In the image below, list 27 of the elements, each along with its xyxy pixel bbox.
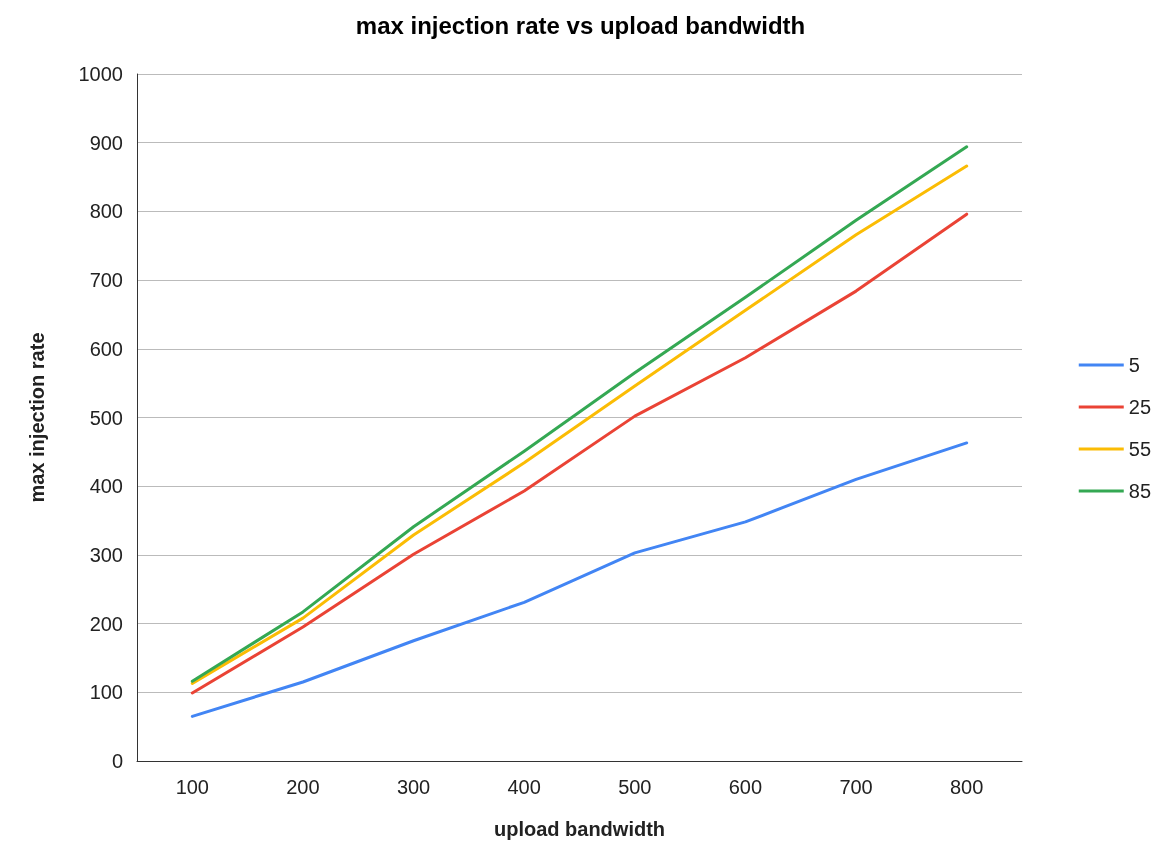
legend-label: 25	[1128, 396, 1151, 418]
y-tick-label: 100	[89, 681, 123, 704]
y-tick-label: 200	[89, 612, 123, 635]
x-axis-title: upload bandwidth	[493, 818, 666, 840]
y-tick-label: 600	[89, 337, 123, 360]
y-tick-label: 700	[89, 269, 123, 292]
y-axis-title: max injection rate	[26, 332, 48, 503]
x-tick-label: 300	[396, 776, 431, 798]
legend-label: 85	[1128, 480, 1151, 502]
y-tick-label: 500	[89, 406, 123, 429]
y-tick-label: 300	[89, 543, 123, 566]
legend-label: 55	[1128, 438, 1151, 460]
x-tick-label: 600	[728, 776, 763, 798]
y-tick-label: 1000	[78, 63, 123, 85]
x-tick-label: 100	[175, 776, 209, 798]
x-tick-label: 500	[618, 776, 652, 798]
legend-label: 5	[1128, 354, 1140, 376]
y-tick-label: 800	[89, 200, 123, 223]
chart-title: max injection rate vs upload bandwidth	[355, 11, 806, 39]
line-series	[190, 441, 969, 718]
x-tick-label: 200	[286, 776, 320, 798]
y-tick-label: 0	[111, 750, 123, 772]
x-tick-label: 400	[507, 776, 541, 798]
y-tick-label: 900	[89, 131, 123, 154]
x-tick-label: 700	[839, 776, 873, 798]
y-tick-label: 400	[89, 475, 123, 498]
x-tick-label: 800	[950, 776, 984, 798]
